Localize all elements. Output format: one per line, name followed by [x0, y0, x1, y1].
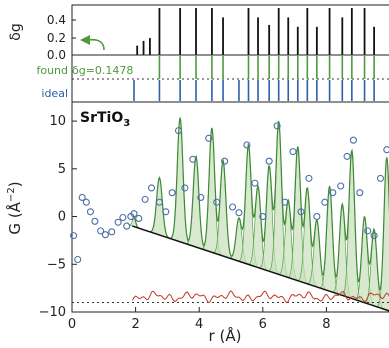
threshold-arrow-head [80, 35, 90, 45]
observed-point [235, 209, 243, 217]
observed-point [197, 193, 205, 202]
delta-g-axis-label: δg [8, 23, 24, 40]
delta-g-tick-label: 0.4 [47, 13, 66, 27]
fitted-peaks [128, 116, 389, 311]
y-tick-label: −10 [39, 305, 66, 320]
observed-point [97, 227, 105, 235]
found-peak-lines [158, 56, 375, 79]
observed-point [168, 189, 176, 197]
observed-point [91, 217, 99, 225]
pdf-main-panel: 0 2 4 6 8 10 5 0 −5 −10 SrTiO3 G (Å−2) r (Å) [5, 101, 389, 345]
observed-point [251, 179, 259, 187]
x-tick-label: 0 [68, 317, 76, 332]
observed-point [101, 231, 109, 239]
threshold-arrow [87, 38, 105, 51]
threshold-annotation: δg=0.1478 [72, 64, 133, 77]
x-tick-label: 8 [322, 317, 330, 332]
observed-point [130, 210, 138, 218]
observed-point [213, 198, 221, 206]
ideal-label: ideal [41, 87, 68, 100]
observed-point [343, 152, 351, 160]
chart-title-main: SrTiO [80, 110, 123, 126]
observed-point [329, 189, 337, 197]
found-label: found [36, 64, 68, 77]
x-tick-label: 2 [131, 317, 139, 332]
observed-point [189, 155, 197, 163]
observed-point [123, 222, 131, 230]
delta-g-tick-label: 0.0 [47, 48, 66, 62]
observed-point [259, 212, 267, 221]
observed-point [108, 228, 116, 236]
x-axis-label: r (Å) [209, 326, 242, 345]
observed-point [181, 184, 189, 192]
observed-point [70, 232, 78, 240]
found-ideal-panel: found ideal δg=0.1478 [36, 35, 389, 103]
delta-g-bars [136, 8, 376, 55]
observed-point [321, 198, 329, 206]
main-plot-frame [71, 101, 389, 313]
observed-point [86, 208, 94, 216]
found-ideal-frame [71, 54, 389, 103]
observed-point [364, 227, 372, 235]
observed-point [78, 193, 86, 202]
observed-point [205, 134, 213, 142]
y-axis-label-close: ) [6, 181, 24, 187]
observed-point [383, 146, 389, 154]
observed-point [305, 174, 313, 182]
observed-point [221, 157, 229, 165]
observed-point [82, 198, 90, 206]
y-tick-label: 0 [58, 210, 66, 225]
observed-point [313, 212, 321, 221]
observed-point [297, 208, 305, 216]
observed-point [229, 203, 237, 211]
x-tick-label: 4 [195, 317, 203, 332]
delta-g-tick-label: 0.2 [47, 31, 66, 45]
y-tick-label: 10 [49, 114, 66, 129]
observed-point [147, 184, 156, 192]
y-axis-label-exponent: −2 [6, 187, 17, 202]
y-axis-label: G (Å−2) [5, 181, 24, 234]
observed-point [349, 136, 357, 144]
observed-point [119, 213, 127, 222]
main-yticks: 10 5 0 −5 −10 [39, 114, 77, 320]
observed-point [281, 198, 289, 206]
ideal-peak-lines [133, 80, 375, 101]
observed-point [356, 189, 364, 197]
observed-point [174, 127, 183, 135]
observed-point [135, 214, 143, 223]
observed-point [376, 174, 385, 182]
main-xticks: 0 2 4 6 8 [68, 307, 331, 332]
observed-point [337, 182, 345, 190]
observed-point [114, 218, 122, 226]
observed-point [265, 157, 273, 165]
chart-title: SrTiO3 [80, 110, 130, 129]
fitted-peak [168, 116, 191, 246]
observed-point [162, 208, 170, 216]
baseline-line [132, 225, 389, 312]
fit-curve [131, 117, 389, 291]
x-tick-label: 6 [259, 317, 267, 332]
observed-point [289, 148, 297, 156]
observed-point [273, 122, 281, 130]
y-tick-label: −5 [47, 257, 66, 272]
observed-point [74, 255, 82, 264]
delta-g-yticks: 0.4 0.2 0.0 [47, 13, 76, 62]
observed-point [243, 141, 251, 149]
y-axis-label-main: G (Å [5, 201, 24, 234]
observed-point [141, 195, 149, 203]
observed-point [155, 198, 163, 206]
difference-curve [131, 290, 389, 304]
fitted-peak [185, 155, 207, 251]
observed-point [370, 232, 378, 240]
delta-g-panel: 0.4 0.2 0.0 δg [8, 4, 389, 62]
y-tick-label: 5 [58, 162, 66, 177]
chart-title-subscript: 3 [123, 118, 130, 129]
observed-points [70, 122, 389, 264]
